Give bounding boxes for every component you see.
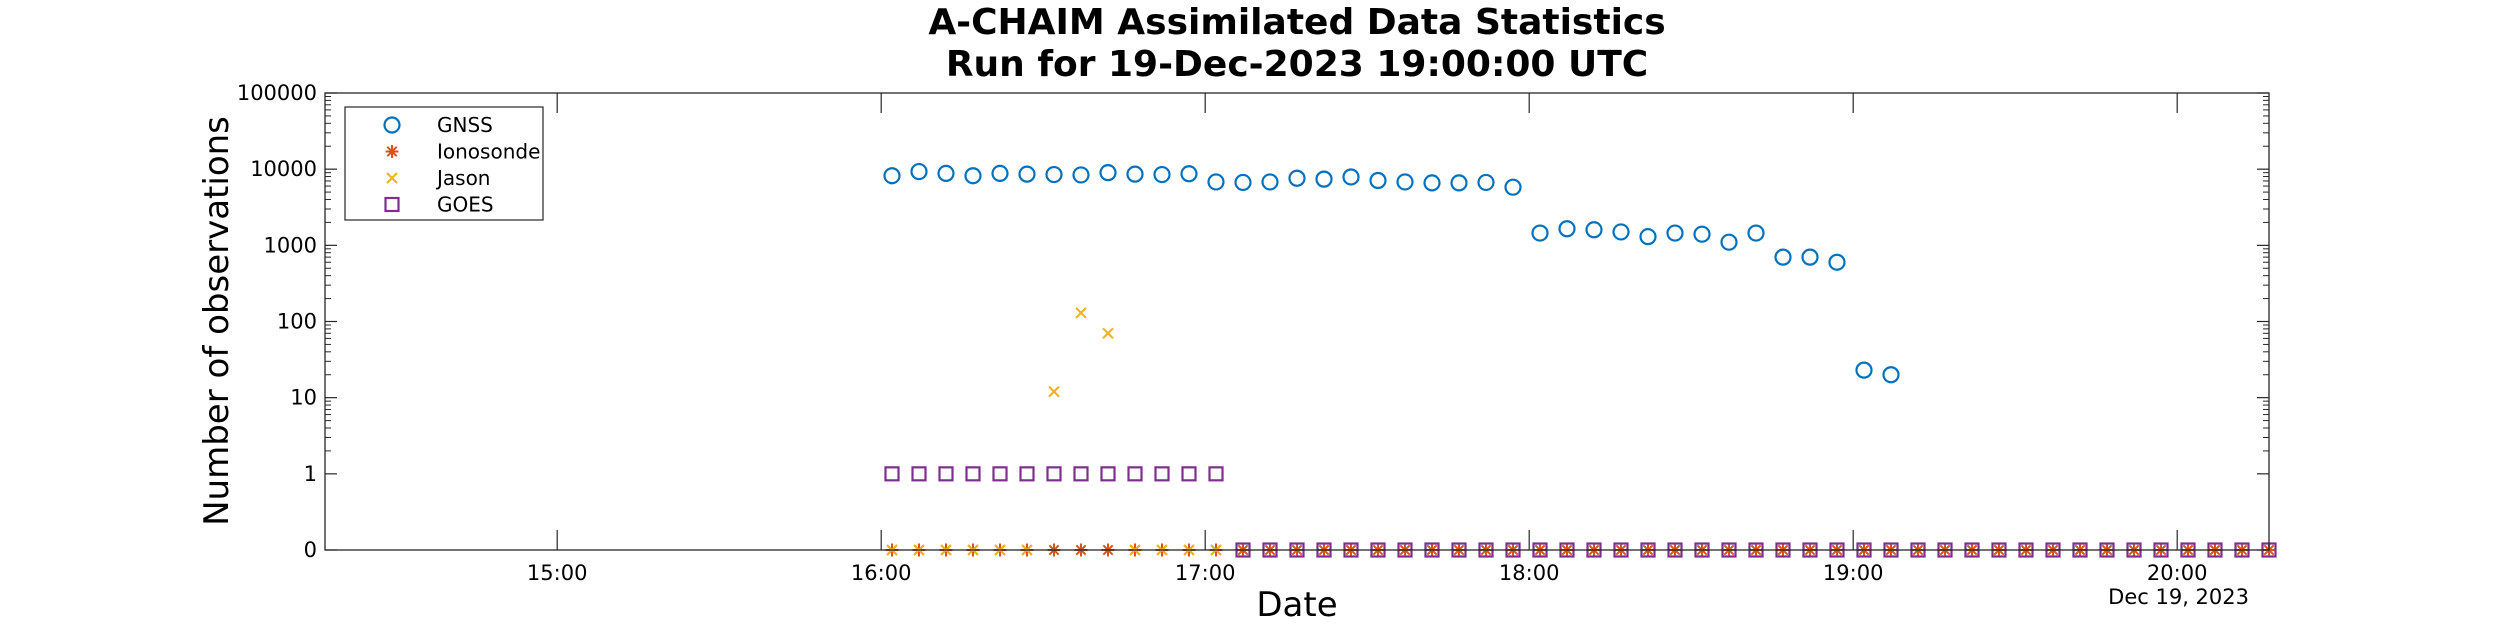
y-axis-label: Number of observations xyxy=(197,116,237,526)
gnss-point xyxy=(1882,366,1900,384)
y-tick-label: 1000 xyxy=(264,233,317,257)
gnss-point xyxy=(1045,165,1063,184)
legend-marker-goes xyxy=(384,196,400,213)
x-tick-label: 20:00 xyxy=(2147,561,2208,585)
goes-point xyxy=(1046,466,1062,482)
date-label: Dec 19, 2023 xyxy=(2108,585,2249,609)
gnss-point xyxy=(964,167,982,185)
goes-point xyxy=(1073,466,1089,482)
goes-point xyxy=(1100,466,1116,482)
gnss-point xyxy=(1585,221,1603,239)
goes-point xyxy=(992,466,1008,482)
legend-label-gnss: GNSS xyxy=(437,113,493,137)
gnss-point xyxy=(1099,164,1117,182)
x-tick-label: 19:00 xyxy=(1823,561,1884,585)
legend-marker-ionosonde xyxy=(385,145,399,158)
legend-marker-jason xyxy=(386,172,398,184)
gnss-point xyxy=(1693,225,1711,243)
legend-label-ionosonde: Ionosonde xyxy=(437,140,540,164)
y-tick-label: 0 xyxy=(304,538,317,562)
gnss-point xyxy=(1747,224,1765,242)
legend-box xyxy=(344,106,544,221)
goes-point xyxy=(965,466,981,482)
gnss-point xyxy=(1072,166,1090,184)
goes-point xyxy=(1181,466,1197,482)
legend-marker-gnss xyxy=(383,116,401,134)
gnss-point xyxy=(991,164,1009,182)
gnss-point xyxy=(1720,233,1738,251)
gnss-point xyxy=(1342,168,1360,186)
gnss-point xyxy=(1207,173,1225,191)
chart-title: A-CHAIM Assimilated Data Statistics xyxy=(928,2,1665,43)
gnss-point xyxy=(1828,253,1846,271)
gnss-point xyxy=(1639,228,1657,246)
gnss-point xyxy=(1396,173,1414,191)
gnss-point xyxy=(1180,165,1198,183)
gnss-point xyxy=(1288,169,1306,187)
legend-label-jason: Jason xyxy=(435,166,491,190)
gnss-point xyxy=(1477,173,1495,192)
y-tick-label: 1 xyxy=(304,462,317,486)
goes-point xyxy=(911,466,927,482)
gnss-point xyxy=(910,162,928,181)
gnss-point xyxy=(1450,174,1468,192)
gnss-point xyxy=(1423,174,1441,192)
gnss-point xyxy=(1504,178,1522,196)
y-tick-label: 10 xyxy=(290,386,317,410)
gnss-point xyxy=(1369,171,1387,190)
gnss-point xyxy=(1531,224,1549,242)
goes-point xyxy=(1019,466,1035,482)
gnss-point xyxy=(883,167,901,185)
gnss-point xyxy=(1018,165,1036,183)
y-tick-label: 100000 xyxy=(237,81,317,105)
legend-label-goes: GOES xyxy=(437,193,494,217)
goes-point xyxy=(1208,466,1224,482)
gnss-point xyxy=(1855,361,1873,379)
gnss-point xyxy=(1315,170,1333,188)
chart-subtitle: Run for 19-Dec-2023 19:00:00 UTC xyxy=(946,44,1648,85)
goes-point xyxy=(1127,466,1143,482)
x-tick-label: 16:00 xyxy=(851,561,912,585)
gnss-point xyxy=(1801,248,1819,266)
gnss-point xyxy=(937,164,955,182)
gnss-point xyxy=(1612,223,1630,241)
y-tick-label: 100 xyxy=(277,310,317,334)
gnss-point xyxy=(1153,165,1171,184)
plot-area-frame xyxy=(324,92,2270,551)
jason-point xyxy=(1075,307,1087,319)
goes-point xyxy=(938,466,954,482)
jason-point xyxy=(1102,327,1114,340)
x-axis-label: Date xyxy=(1256,585,1337,625)
x-tick-label: 18:00 xyxy=(1499,561,1560,585)
goes-point xyxy=(884,466,900,482)
x-tick-label: 15:00 xyxy=(527,561,588,585)
gnss-point xyxy=(1558,220,1576,238)
x-tick-label: 17:00 xyxy=(1175,561,1236,585)
gnss-point xyxy=(1666,224,1684,242)
gnss-point xyxy=(1126,165,1144,183)
data-points-layer xyxy=(883,162,2277,558)
y-tick-label: 10000 xyxy=(250,157,317,181)
axes-layer: 0 1 10 100 1000 10000 100000 15:00 16:00 17:00 18:… xyxy=(237,81,2269,585)
gnss-point xyxy=(1234,173,1252,192)
goes-point xyxy=(1154,466,1170,482)
gnss-point xyxy=(1261,173,1279,191)
jason-point xyxy=(1048,385,1060,398)
gnss-point xyxy=(1774,248,1792,266)
